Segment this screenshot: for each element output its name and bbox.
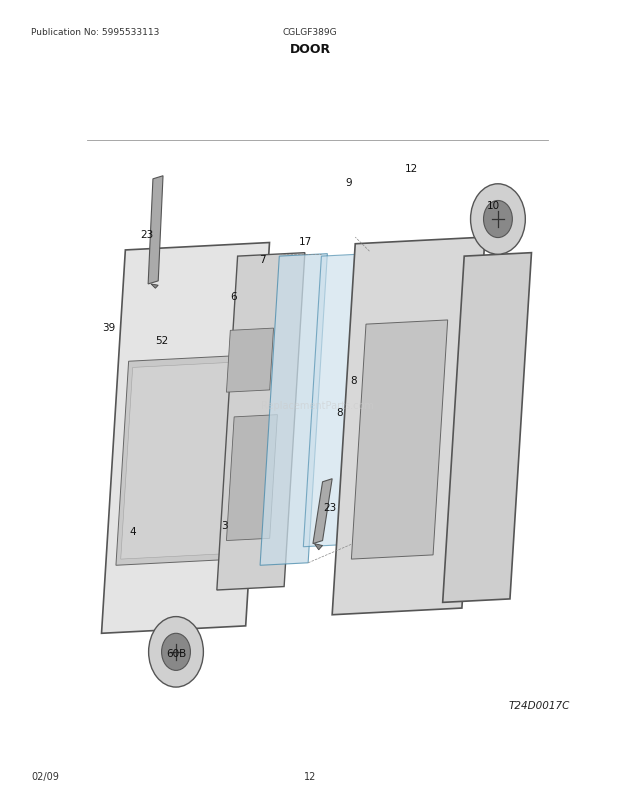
Text: 12: 12 (405, 164, 418, 174)
Text: ReplacementParts.com: ReplacementParts.com (261, 400, 374, 410)
Text: 8: 8 (336, 407, 343, 417)
Text: 02/09: 02/09 (31, 772, 59, 781)
Polygon shape (313, 479, 332, 544)
Text: 9: 9 (346, 178, 352, 188)
Text: 10: 10 (487, 201, 500, 211)
Polygon shape (148, 176, 163, 285)
Circle shape (149, 617, 203, 687)
Text: 17: 17 (299, 237, 312, 246)
Polygon shape (332, 237, 485, 615)
Polygon shape (116, 356, 239, 565)
Circle shape (484, 201, 512, 238)
Polygon shape (443, 253, 531, 602)
Text: DOOR: DOOR (290, 43, 330, 56)
Circle shape (471, 184, 525, 255)
Text: 7: 7 (259, 255, 266, 265)
Polygon shape (217, 253, 305, 590)
Polygon shape (121, 363, 234, 560)
Text: 23: 23 (323, 502, 337, 512)
Polygon shape (151, 285, 158, 289)
Polygon shape (226, 329, 273, 393)
Text: 8: 8 (350, 375, 357, 385)
Text: 23: 23 (141, 230, 154, 240)
Text: 12: 12 (304, 772, 316, 781)
Polygon shape (260, 254, 327, 565)
Text: 39: 39 (102, 323, 115, 333)
Text: T24D0017C: T24D0017C (509, 700, 570, 710)
Polygon shape (226, 415, 277, 541)
Text: 60B: 60B (166, 648, 186, 658)
Polygon shape (102, 243, 270, 634)
Polygon shape (314, 544, 322, 550)
Text: 3: 3 (221, 520, 228, 530)
Polygon shape (352, 321, 448, 560)
Text: 52: 52 (155, 335, 168, 345)
Text: CGLGF389G: CGLGF389G (283, 28, 337, 37)
Circle shape (162, 634, 190, 670)
Text: 6: 6 (231, 292, 237, 302)
Text: 4: 4 (130, 527, 136, 537)
Polygon shape (303, 254, 370, 547)
Text: Publication No: 5995533113: Publication No: 5995533113 (31, 28, 159, 37)
